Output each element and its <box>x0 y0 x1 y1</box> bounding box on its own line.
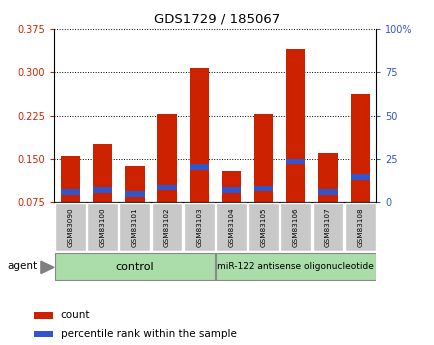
Text: agent: agent <box>8 262 38 271</box>
Bar <box>157 114 176 202</box>
Bar <box>318 153 337 202</box>
FancyBboxPatch shape <box>279 203 311 251</box>
Bar <box>221 187 240 193</box>
Text: GSM83108: GSM83108 <box>356 207 362 247</box>
Bar <box>318 189 337 195</box>
Bar <box>253 186 273 191</box>
Bar <box>93 144 112 202</box>
Bar <box>125 166 144 202</box>
Bar <box>189 68 208 202</box>
Bar <box>286 49 305 202</box>
Bar <box>350 174 369 180</box>
Polygon shape <box>41 261 54 274</box>
FancyBboxPatch shape <box>215 203 247 251</box>
Text: GSM83100: GSM83100 <box>99 207 105 247</box>
Text: GDS1729 / 185067: GDS1729 / 185067 <box>154 12 280 25</box>
FancyBboxPatch shape <box>55 253 214 280</box>
Text: GSM83105: GSM83105 <box>260 207 266 247</box>
FancyBboxPatch shape <box>151 203 182 251</box>
Bar <box>34 312 53 319</box>
Text: GSM83104: GSM83104 <box>228 207 234 247</box>
Bar <box>125 191 144 197</box>
FancyBboxPatch shape <box>247 203 279 251</box>
Bar <box>34 331 53 337</box>
Text: GSM83090: GSM83090 <box>67 207 73 247</box>
Bar <box>93 187 112 193</box>
Text: control: control <box>115 262 154 272</box>
Text: GSM83102: GSM83102 <box>164 207 170 247</box>
Bar <box>350 94 369 202</box>
FancyBboxPatch shape <box>215 253 375 280</box>
Bar <box>61 156 80 202</box>
FancyBboxPatch shape <box>87 203 118 251</box>
Text: GSM83103: GSM83103 <box>196 207 202 247</box>
Text: miR-122 antisense oligonucleotide: miR-122 antisense oligonucleotide <box>217 262 373 271</box>
FancyBboxPatch shape <box>119 203 150 251</box>
FancyBboxPatch shape <box>344 203 375 251</box>
Bar <box>157 185 176 190</box>
Bar <box>286 159 305 165</box>
FancyBboxPatch shape <box>312 203 343 251</box>
Text: GSM83107: GSM83107 <box>324 207 330 247</box>
Text: percentile rank within the sample: percentile rank within the sample <box>60 329 236 339</box>
Bar <box>189 165 208 170</box>
Text: GSM83106: GSM83106 <box>292 207 298 247</box>
Bar <box>221 171 240 202</box>
Bar <box>61 189 80 195</box>
FancyBboxPatch shape <box>183 203 214 251</box>
FancyBboxPatch shape <box>55 203 86 251</box>
Bar <box>253 114 273 202</box>
Text: count: count <box>60 310 90 320</box>
Text: GSM83101: GSM83101 <box>132 207 138 247</box>
